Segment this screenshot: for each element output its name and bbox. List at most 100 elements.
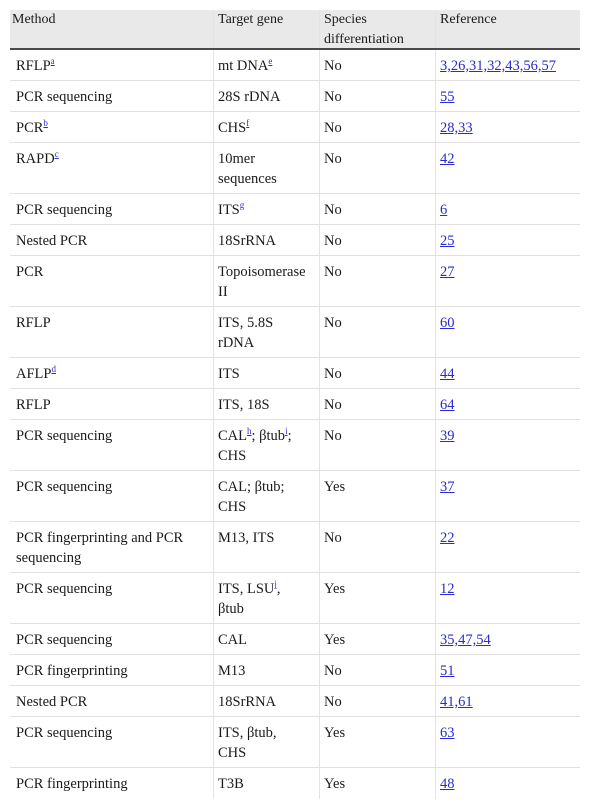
cell-target-gene: CAL (214, 624, 320, 654)
footnote-link[interactable]: a (50, 56, 55, 67)
cell-reference: 60 (436, 307, 580, 357)
footnote-link[interactable]: d (51, 364, 56, 375)
reference-link[interactable]: 28,33 (440, 120, 473, 136)
method-text: RAPD (16, 151, 55, 167)
species-text: No (324, 397, 342, 413)
species-text: No (324, 120, 342, 136)
footnote-link[interactable]: f (246, 118, 250, 129)
target-text: CHS (218, 745, 247, 761)
cell-target-gene: 10mer sequences (214, 143, 320, 193)
reference-link[interactable]: 63 (440, 725, 455, 741)
footnote-link[interactable]: g (239, 200, 245, 211)
header-species-line1: Species (324, 12, 367, 27)
cell-method: RFLP (10, 307, 214, 357)
cell-reference: 48 (436, 768, 580, 799)
reference-link[interactable]: 48 (440, 776, 455, 792)
cell-method: RFLPa (10, 50, 214, 80)
cell-reference: 39 (436, 420, 580, 470)
method-text: PCR sequencing (16, 632, 113, 648)
reference-link[interactable]: 35,47,54 (440, 632, 491, 648)
table-row: Nested PCR 18SrRNA No 41,61 (10, 686, 580, 717)
species-text: No (324, 428, 342, 444)
table-row: PCR sequencing ITS, βtub, CHS Yes 63 (10, 717, 580, 768)
table-row: PCR sequencing 28S rDNA No 55 (10, 81, 580, 112)
header-species-line2: differentiation (324, 32, 404, 47)
method-text: RFLP (16, 397, 51, 413)
cell-species-differentiation: Yes (320, 471, 436, 521)
cell-target-gene: ITS, βtub, CHS (214, 717, 320, 767)
cell-target-gene: ITS, 5.8S rDNA (214, 307, 320, 357)
target-text: rDNA (218, 335, 255, 351)
table-row: RFLPa mt DNAe No 3,26,31,32,43,56,57 (10, 50, 580, 81)
reference-link[interactable]: 42 (440, 151, 455, 167)
footnote-link[interactable]: c (54, 149, 59, 160)
target-text: CHS (218, 499, 247, 515)
footnote-link[interactable]: e (268, 56, 273, 67)
footnote-link[interactable]: j (274, 579, 277, 590)
cell-reference: 27 (436, 256, 580, 306)
cell-species-differentiation: No (320, 225, 436, 255)
target-text: CHS (218, 120, 247, 136)
cell-method: PCR fingerprinting and PCR sequencing (10, 522, 214, 572)
cell-target-gene: mt DNAe (214, 50, 320, 80)
species-text: No (324, 151, 342, 167)
reference-link[interactable]: 44 (440, 366, 455, 382)
reference-link[interactable]: 39 (440, 428, 455, 444)
method-text: PCR sequencing (16, 89, 113, 105)
cell-species-differentiation: No (320, 655, 436, 685)
cell-reference: 28,33 (436, 112, 580, 142)
species-text: No (324, 264, 342, 280)
target-text: CAL (218, 428, 247, 444)
footnote-link[interactable]: i (285, 426, 288, 437)
cell-species-differentiation: No (320, 307, 436, 357)
cell-method: RFLP (10, 389, 214, 419)
reference-link[interactable]: 51 (440, 663, 455, 679)
target-text: ; (287, 428, 292, 444)
footnote-link[interactable]: b (43, 118, 48, 129)
reference-link[interactable]: 64 (440, 397, 455, 413)
cell-reference: 51 (436, 655, 580, 685)
reference-link[interactable]: 27 (440, 264, 455, 280)
species-text: No (324, 694, 342, 710)
species-text: No (324, 89, 342, 105)
reference-link[interactable]: 60 (440, 315, 455, 331)
species-text: No (324, 530, 342, 546)
species-text: Yes (324, 581, 346, 597)
target-text: M13, ITS (218, 530, 275, 546)
reference-link[interactable]: 3,26,31,32,43,56,57 (440, 58, 556, 74)
cell-target-gene: ITSg (214, 194, 320, 224)
reference-link[interactable]: 6 (440, 202, 448, 218)
method-text: PCR sequencing (16, 581, 113, 597)
table-row: PCR sequencing CAL; βtub; CHS Yes 37 (10, 471, 580, 522)
cell-species-differentiation: No (320, 686, 436, 716)
cell-method: PCRb (10, 112, 214, 142)
table-row: Nested PCR 18SrRNA No 25 (10, 225, 580, 256)
target-text: ITS, 18S (218, 397, 270, 413)
cell-method: PCR sequencing (10, 717, 214, 767)
target-text: ITS, 5.8S (218, 315, 274, 331)
target-text: Topoisomerase (218, 264, 306, 280)
reference-link[interactable]: 41,61 (440, 694, 473, 710)
cell-species-differentiation: No (320, 143, 436, 193)
target-text: ITS, βtub, (218, 725, 277, 741)
cell-species-differentiation: No (320, 522, 436, 572)
method-text: sequencing (16, 550, 82, 566)
cell-target-gene: Topoisomerase II (214, 256, 320, 306)
cell-target-gene: M13, ITS (214, 522, 320, 572)
cell-method: RAPDc (10, 143, 214, 193)
reference-link[interactable]: 25 (440, 233, 455, 249)
footnote-link[interactable]: h (247, 426, 252, 437)
target-text: CHS (218, 448, 247, 464)
species-text: Yes (324, 725, 346, 741)
cell-target-gene: CALh; βtubi; CHS (214, 420, 320, 470)
cell-species-differentiation: No (320, 81, 436, 111)
reference-link[interactable]: 55 (440, 89, 455, 105)
target-text: 18SrRNA (218, 233, 277, 249)
cell-method: PCR sequencing (10, 573, 214, 623)
reference-link[interactable]: 37 (440, 479, 455, 495)
reference-link[interactable]: 12 (440, 581, 455, 597)
cell-reference: 64 (436, 389, 580, 419)
reference-link[interactable]: 22 (440, 530, 455, 546)
cell-target-gene: ITS, 18S (214, 389, 320, 419)
cell-method: PCR fingerprinting (10, 768, 214, 799)
